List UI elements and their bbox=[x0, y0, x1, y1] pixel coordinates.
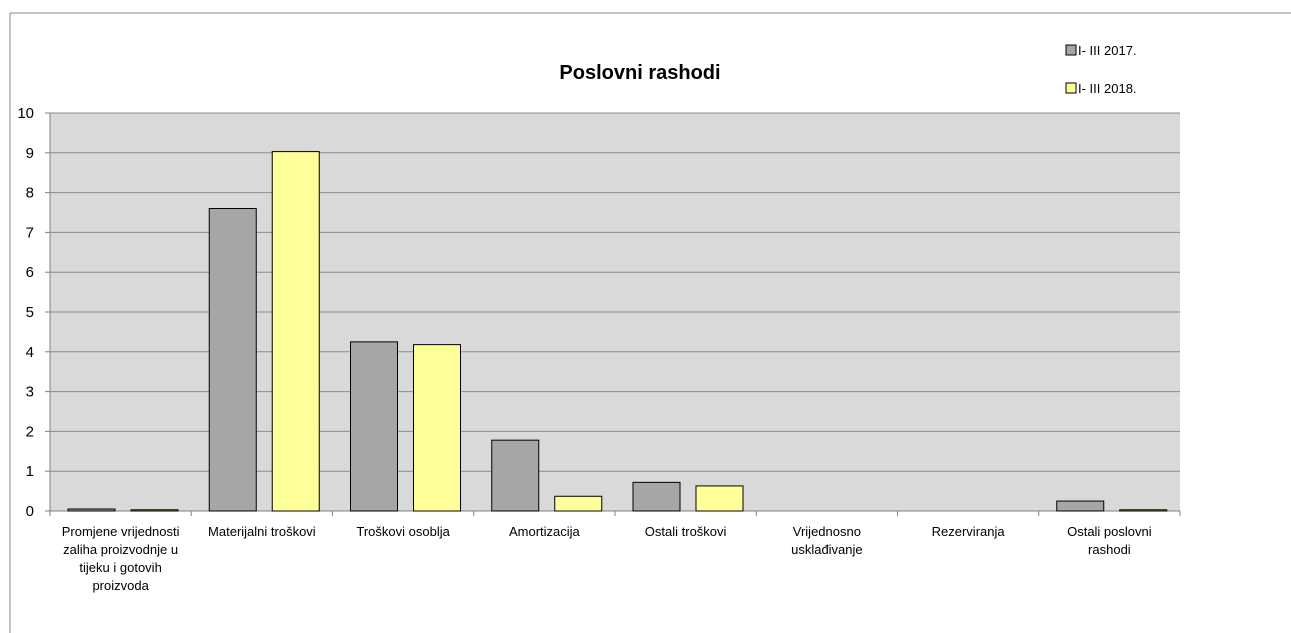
bar bbox=[1119, 509, 1168, 512]
bar bbox=[350, 341, 398, 512]
bar bbox=[208, 208, 257, 512]
legend-swatch bbox=[1065, 44, 1077, 56]
y-tick-label: 3 bbox=[26, 384, 34, 401]
bar bbox=[554, 495, 603, 512]
x-tick-label: Amortizacija bbox=[509, 524, 581, 539]
y-tick-label: 4 bbox=[26, 344, 34, 361]
x-tick-label: Ostali poslovni rashodi bbox=[1067, 524, 1152, 557]
x-tick-label: Materijalni troškovi bbox=[208, 524, 316, 539]
chart-title: Poslovni rashodi bbox=[559, 62, 720, 84]
y-tick-label: 2 bbox=[26, 423, 34, 440]
x-tick-label: Promjene vrijednosti zaliha proizvodnje u… bbox=[62, 524, 180, 593]
y-tick-label: 8 bbox=[26, 185, 34, 202]
bar bbox=[695, 485, 744, 512]
y-tick-label: 0 bbox=[26, 503, 34, 520]
x-tick-label: Ostali troškovi bbox=[645, 524, 727, 539]
x-tick-label: Rezerviranja bbox=[932, 524, 1006, 539]
y-tick-label: 6 bbox=[26, 264, 34, 281]
bar bbox=[271, 151, 320, 512]
bar bbox=[491, 439, 540, 512]
bar bbox=[67, 508, 116, 512]
bar bbox=[1056, 500, 1105, 512]
bar bbox=[632, 481, 681, 512]
y-tick-label: 10 bbox=[17, 105, 34, 122]
x-tick-label: Vrijednosno usklađivanje bbox=[791, 524, 863, 557]
y-tick-label: 9 bbox=[26, 145, 34, 162]
x-tick-label: Troškovi osoblja bbox=[356, 524, 450, 539]
bar bbox=[413, 344, 461, 512]
legend-swatch bbox=[1065, 82, 1077, 94]
legend-label: I- III 2017. bbox=[1078, 43, 1137, 58]
y-tick-label: 5 bbox=[26, 304, 34, 321]
bar bbox=[130, 509, 179, 512]
y-tick-label: 1 bbox=[26, 463, 34, 480]
legend-label: I- III 2018. bbox=[1078, 81, 1137, 96]
y-tick-label: 7 bbox=[26, 224, 34, 241]
